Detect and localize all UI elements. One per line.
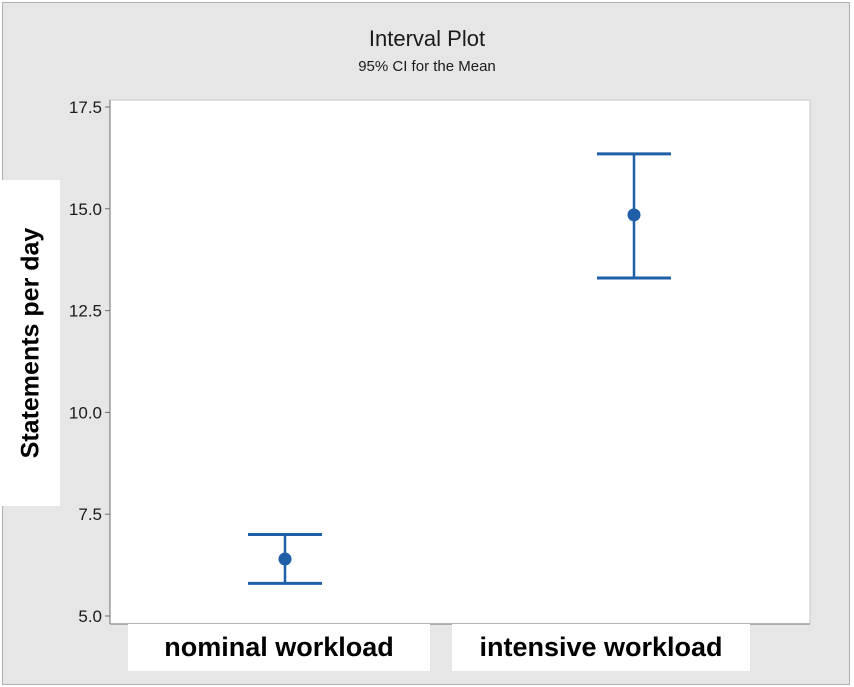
- chart-title: Interval Plot: [368, 26, 486, 51]
- mean-point-0: [278, 552, 292, 566]
- y-axis-label: Statements per day: [16, 227, 45, 459]
- y-tick-label-5: 17.5: [69, 98, 102, 117]
- chart-subtitle: 95% CI for the Mean: [358, 58, 496, 75]
- y-tick-label-2: 10.0: [69, 403, 102, 422]
- y-tick-label-1: 7.5: [78, 505, 102, 524]
- y-tick-label-3: 12.5: [69, 302, 102, 321]
- mean-point-1: [627, 208, 641, 222]
- category-label-nominal: nominal workload: [128, 624, 430, 671]
- plot-area: [109, 99, 811, 625]
- y-tick-label-4: 15.0: [69, 200, 102, 219]
- y-tick-label-0: 5.0: [78, 607, 102, 626]
- category-label-intensive: intensive workload: [452, 624, 750, 671]
- y-axis-label-box: [2, 180, 60, 506]
